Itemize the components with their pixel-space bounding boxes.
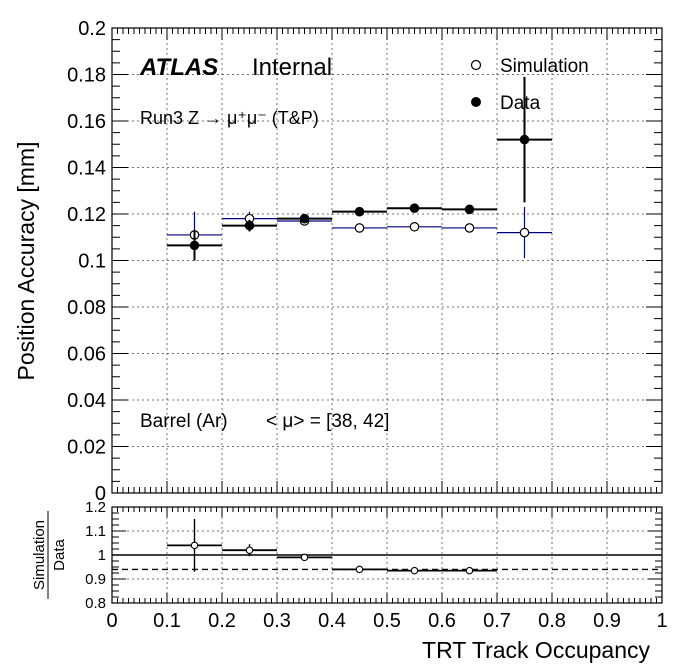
ratio-point: [410, 566, 419, 575]
simulation-point: [519, 227, 530, 238]
legend-label-data: Data: [500, 93, 541, 114]
data-point: [409, 203, 420, 213]
data-point: [354, 206, 365, 217]
ratio-axis-ticks: [111, 506, 663, 604]
x-tick-label: 0.3: [263, 610, 291, 632]
process-label: Run3 Z → μ⁺μ⁻ (T&P): [140, 108, 319, 128]
legend-marker-simulation: [470, 59, 482, 71]
x-tick-label: 0.5: [373, 610, 401, 632]
ratio-y-tick-label: 0.8: [85, 595, 106, 612]
top-y-tick-label: 0.04: [67, 390, 106, 412]
top-y-tick-label: 0.06: [67, 344, 106, 366]
ratio-point: [355, 565, 364, 574]
simulation-point: [409, 221, 420, 232]
atlas-label: ATLAS: [139, 54, 218, 81]
simulation-point: [354, 223, 365, 233]
top-y-tick-label: 0: [95, 483, 106, 505]
top-y-tick-label: 0.18: [67, 65, 106, 87]
ratio-y-title-numerator: Simulation: [31, 520, 48, 590]
ratio-y-tick-labels: 0.8 0.9 1 1.1 1.2: [85, 499, 106, 612]
top-y-tick-labels: 0 0.02 0.04 0.06 0.08 0.1 0.12 0.14 0.16 0.18 0.2: [67, 18, 106, 505]
x-tick-label: 0.8: [538, 610, 566, 632]
internal-label: Internal: [252, 54, 332, 81]
x-tick-label: 0.2: [208, 610, 236, 632]
ratio-point: [300, 553, 309, 562]
x-tick-label: 0.4: [318, 610, 346, 632]
pileup-label: < μ> = [38, 42]: [266, 411, 389, 432]
legend-marker-data: [471, 97, 481, 107]
ratio-y-axis-title: Simulation Data: [31, 511, 68, 599]
top-y-tick-label: 0.08: [67, 297, 106, 319]
legend-label-simulation: Simulation: [500, 56, 589, 77]
ratio-point: [245, 546, 254, 554]
top-y-tick-label: 0.16: [67, 111, 106, 133]
x-tick-label: 0.6: [428, 610, 456, 632]
top-y-axis-title: Position Accuracy [mm]: [13, 141, 39, 380]
top-axis-ticks: [111, 27, 663, 494]
ratio-y-tick-label: 1.1: [85, 523, 106, 540]
x-tick-label: 0.9: [593, 610, 621, 632]
ratio-y-tick-label: 1.2: [85, 499, 106, 516]
data-point: [189, 240, 200, 251]
series-data: [167, 76, 552, 261]
ratio-y-title-denominator: Data: [51, 539, 68, 571]
data-point: [519, 134, 530, 145]
top-panel: 00.020.040.060.080.10.120.140.160.180.2 …: [13, 18, 663, 505]
data-point: [464, 204, 475, 215]
x-tick-labels: 0 0.1 0.2 0.3 0.4 0.5 0.6 0.7 0.8 0.9 1: [106, 610, 667, 632]
top-y-tick-label: 0.1: [78, 251, 106, 273]
data-point: [244, 220, 255, 231]
x-axis-title: TRT Track Occupancy: [422, 637, 650, 663]
x-tick-label: 0.1: [153, 610, 181, 632]
top-series: [167, 76, 552, 261]
x-tick-label: 0: [106, 610, 117, 632]
ratio-panel: 0.80.911.11.2 0 0.1 0.2 0.3 0.4 0.5 0.6 0.7 0.8 0…: [31, 499, 668, 663]
top-y-tick-label: 0.2: [78, 18, 106, 40]
top-y-tick-label: 0.14: [67, 158, 106, 180]
ratio-point: [465, 566, 474, 575]
x-tick-label: 1: [656, 610, 667, 632]
ratio-y-tick-label: 1: [98, 547, 106, 564]
data-point: [299, 213, 310, 224]
top-grid: [112, 28, 662, 493]
top-y-tick-label: 0.02: [67, 437, 106, 459]
top-y-tick-label: 0.12: [67, 204, 106, 226]
series-ratio: [167, 519, 497, 575]
ratio-y-tick-label: 0.9: [85, 571, 106, 588]
legend: Simulation Data: [470, 56, 589, 114]
region-label: Barrel (Ar): [140, 411, 228, 432]
x-tick-label: 0.7: [483, 610, 511, 632]
ratio-series: [167, 519, 497, 575]
simulation-point: [464, 223, 475, 233]
ratio-point: [190, 541, 199, 550]
